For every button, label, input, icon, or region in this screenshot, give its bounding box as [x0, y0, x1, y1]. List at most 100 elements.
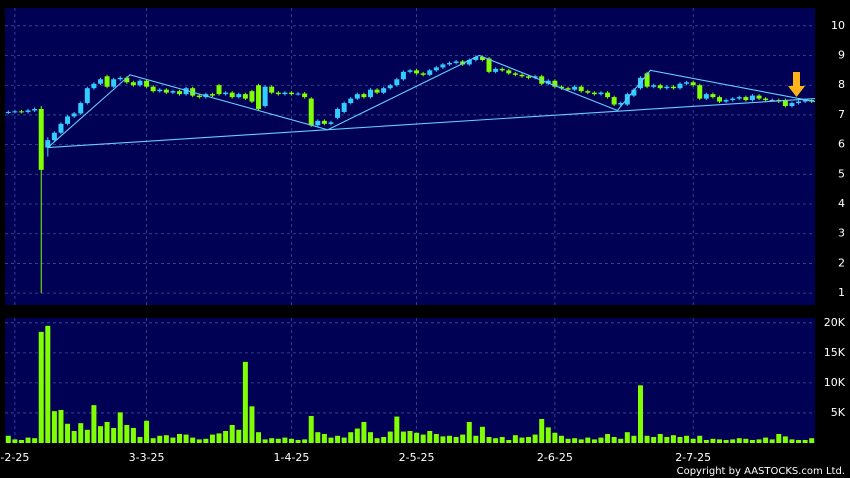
- volume-bar: [558, 435, 564, 443]
- volume-bar: [400, 431, 406, 443]
- candle-body: [137, 80, 143, 86]
- volume-bar: [539, 418, 545, 443]
- x-tick-label: 2-5-25: [399, 451, 435, 464]
- candle-body: [302, 93, 308, 98]
- candle-body: [177, 91, 183, 95]
- volume-bar: [249, 406, 255, 443]
- volume-bar: [552, 432, 558, 443]
- volume-bar: [776, 433, 782, 443]
- volume-bar: [499, 436, 505, 443]
- volume-bar: [163, 435, 169, 443]
- candle-body: [400, 71, 406, 80]
- x-tick-label: -2-25: [0, 451, 29, 464]
- volume-bar: [361, 421, 367, 443]
- volume-bar: [618, 438, 624, 443]
- candle-body: [466, 59, 472, 65]
- volume-bar: [5, 435, 11, 443]
- volume-bar: [97, 426, 103, 443]
- candle-body: [782, 100, 788, 107]
- volume-bar: [157, 435, 163, 443]
- x-tick-label: 3-3-25: [129, 451, 165, 464]
- volume-bar: [526, 436, 532, 443]
- volume-bar: [45, 325, 51, 443]
- volume-bar: [611, 436, 617, 443]
- volume-bar: [486, 436, 492, 443]
- candle-body: [789, 103, 795, 107]
- candle-body: [486, 58, 492, 72]
- volume-bar: [229, 424, 235, 443]
- candle-body: [624, 94, 630, 105]
- candle-body: [717, 97, 723, 102]
- arrow-marker: [788, 72, 805, 97]
- volume-bar: [190, 437, 196, 443]
- candle-body: [348, 98, 354, 104]
- candle-body: [749, 95, 755, 101]
- candle-body: [697, 85, 703, 99]
- volume-bar: [32, 438, 38, 443]
- volume-bar: [809, 438, 815, 443]
- volume-bar: [684, 435, 690, 443]
- candle-body: [288, 92, 294, 95]
- volume-panel: [5, 318, 815, 443]
- candle-body: [769, 100, 775, 102]
- y-tick-label: 8: [838, 78, 845, 91]
- candle-body: [38, 108, 44, 170]
- volume-bar: [453, 436, 459, 443]
- candle-body: [183, 88, 189, 95]
- candle-body: [45, 140, 51, 148]
- candle-body: [578, 86, 584, 92]
- trend-line: [47, 98, 816, 149]
- candle-body: [262, 86, 268, 107]
- x-tick-label: 1-4-25: [273, 451, 309, 464]
- volume-bar: [236, 429, 242, 443]
- y-tick-label: 10: [831, 19, 845, 32]
- volume-bar: [736, 438, 742, 443]
- candle-body: [12, 111, 18, 113]
- volume-bar: [196, 439, 202, 443]
- candle-body: [802, 100, 808, 102]
- candle-body: [51, 132, 57, 141]
- volume-bar: [565, 438, 571, 443]
- candle-body: [321, 120, 327, 124]
- candle-body: [216, 85, 222, 95]
- candle-body: [407, 70, 413, 72]
- volume-bar: [302, 439, 308, 443]
- volume-bar: [466, 421, 472, 443]
- candle-body: [223, 92, 229, 95]
- candle-body: [670, 86, 676, 89]
- candle-body: [58, 123, 64, 133]
- volume-bar: [479, 426, 485, 443]
- volume-bar: [703, 439, 709, 443]
- volume-bar: [789, 439, 795, 443]
- volume-bar: [394, 416, 400, 443]
- candle-body: [354, 94, 360, 99]
- candle-body: [591, 92, 597, 95]
- candle-body: [763, 98, 769, 101]
- candle-body: [756, 95, 762, 99]
- volume-bar: [447, 435, 453, 443]
- volume-bar: [256, 432, 262, 443]
- volume-bar: [321, 433, 327, 443]
- volume-bar: [367, 432, 373, 443]
- candle-body: [657, 85, 663, 89]
- candle-body: [130, 82, 136, 86]
- candle-body: [282, 92, 288, 95]
- candle-body: [585, 91, 591, 93]
- volume-bar: [440, 436, 446, 443]
- candle-body: [308, 98, 314, 126]
- volume-bar: [749, 439, 755, 443]
- volume-bar: [644, 435, 650, 443]
- volume-bar: [723, 439, 729, 443]
- candle-body: [473, 57, 479, 60]
- volume-bar: [710, 438, 716, 443]
- candle-body: [631, 89, 637, 96]
- candle-body: [743, 97, 749, 101]
- candle-body: [427, 70, 433, 75]
- candle-body: [611, 97, 617, 105]
- candle-body: [723, 100, 729, 102]
- candle-body: [526, 76, 532, 78]
- candle-body: [572, 86, 578, 90]
- volume-bar: [387, 431, 393, 443]
- candle-body: [447, 62, 453, 65]
